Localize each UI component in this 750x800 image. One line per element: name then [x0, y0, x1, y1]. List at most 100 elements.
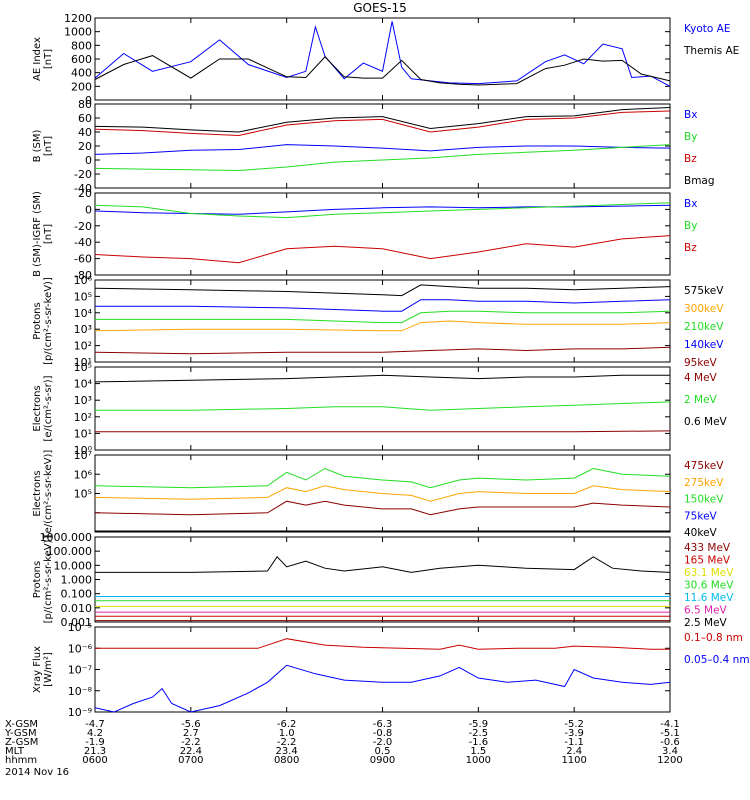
ephemeris-value: 0800: [274, 755, 299, 766]
ephemeris-row-label: hhmm: [5, 755, 37, 766]
y-tick-label: 10⁻⁵: [68, 621, 92, 634]
ephemeris-value: 1200: [657, 755, 682, 766]
y-tick-label: 200: [71, 80, 92, 93]
y-tick-label: 10⁻⁹: [68, 706, 92, 719]
ephemeris-row-label: X-GSM: [5, 719, 38, 730]
legend-entry: 165 MeV: [684, 555, 731, 567]
panel-frame: [94, 279, 671, 363]
ephemeris-value: -1.6: [469, 737, 489, 748]
ephemeris-value: -1.9: [85, 737, 105, 748]
series-line: [94, 21, 671, 87]
y-tick-label: 10¹: [74, 427, 92, 440]
ephemeris-value: -6.2: [277, 719, 297, 730]
series-line: [95, 299, 671, 312]
y-tick-label: 10⁻⁶: [68, 642, 93, 655]
legend-entry: 140keV: [684, 339, 724, 351]
ephemeris-value: -4.7: [85, 719, 105, 730]
y-tick-label: 0: [85, 94, 92, 107]
ephemeris-value: 21.3: [84, 746, 106, 757]
y-tick-label: 1.000: [61, 574, 93, 587]
series-line: [94, 55, 671, 86]
y-tick-label: -60: [74, 253, 92, 266]
ephemeris-value: 1.5: [470, 746, 486, 757]
y-axis-label: B (SM)[nT]: [32, 129, 54, 162]
legend-entry: 2 MeV: [684, 394, 718, 406]
y-tick-label: 10⁴: [74, 378, 93, 391]
ephemeris-value: 2.7: [183, 728, 199, 739]
series-line: [94, 664, 671, 713]
series-line: [94, 467, 671, 489]
y-tick-label: 10⁵: [74, 290, 92, 303]
series-line: [95, 638, 670, 650]
legend-entry: 95keV: [684, 357, 718, 369]
y-tick-label: 10⁵: [74, 488, 92, 501]
y-tick-label: -80: [74, 269, 92, 282]
series-line: [94, 500, 671, 516]
legend-entry: Bmag: [684, 175, 715, 187]
legend-entry: 4 MeV: [684, 372, 718, 384]
chart-title: GOES-15: [353, 1, 407, 15]
legend-entry: 150keV: [684, 494, 724, 506]
legend-entry: Kyoto AE: [684, 23, 730, 35]
y-tick-label: 10⁻⁷: [68, 664, 92, 677]
y-tick-label: 10²: [74, 411, 92, 424]
y-tick-label: 10²: [74, 340, 92, 353]
y-tick-label: 0.001: [61, 616, 93, 629]
y-tick-label: 20: [78, 140, 92, 153]
ephemeris-value: -2.5: [469, 728, 489, 739]
ephemeris-value: -2.2: [181, 737, 201, 748]
series-line: [94, 235, 671, 264]
series-line: [94, 107, 671, 133]
y-tick-label: 0: [85, 203, 92, 216]
legend-entry: Themis AE: [683, 45, 739, 57]
legend-entry: 575keV: [684, 285, 724, 297]
ephemeris-value: -5.1: [660, 728, 680, 739]
ephemeris-value: -0.8: [373, 728, 393, 739]
y-tick-label: 80: [78, 98, 92, 111]
series-line: [94, 346, 671, 355]
y-tick-label: 10.000: [54, 559, 93, 572]
y-tick-label: 40: [78, 126, 92, 139]
panel-xray: 10⁻⁹ 10⁻⁸ 10⁻⁷ 10⁻⁶ 10⁻⁵ Xray Flux[W/m²] 0.1–0…: [32, 621, 750, 719]
y-tick-label: -20: [74, 220, 92, 233]
ephemeris-value: -2.0: [373, 737, 393, 748]
ephemeris-value: 22.4: [180, 746, 202, 757]
legend-entry: Bx: [684, 198, 697, 210]
y-tick-label: 10⁵: [74, 361, 92, 374]
series-line: [94, 320, 671, 332]
legend-entry: 433 MeV: [684, 542, 731, 554]
legend-entry: By: [684, 220, 697, 232]
y-tick-label: 60: [78, 112, 92, 125]
series-line: [95, 430, 671, 433]
y-tick-label: 100.000: [47, 545, 93, 558]
y-tick-label: 800: [71, 39, 92, 52]
ephemeris-value: -2.2: [277, 737, 297, 748]
y-tick-label: -20: [74, 168, 92, 181]
legend-entry: 11.6 MeV: [684, 592, 734, 604]
ephemeris-row-label: Y-GSM: [4, 728, 37, 739]
legend-entry: 0.1–0.8 nm: [684, 632, 743, 644]
series-line: [95, 310, 671, 324]
series-line: [94, 485, 671, 502]
y-tick-label: 10⁻⁸: [68, 685, 93, 698]
ephemeris-value: -6.3: [373, 719, 393, 730]
legend-entry: 75keV: [684, 510, 718, 522]
ephemeris-value: -5.2: [564, 719, 584, 730]
date-label: 2014 Nov 16: [5, 767, 69, 778]
ephemeris-value: 0.5: [375, 746, 391, 757]
panel-frame: [94, 366, 671, 451]
legend-entry: By: [684, 131, 697, 143]
legend-entry: 275keV: [684, 477, 724, 489]
series-line: [94, 202, 671, 219]
y-tick-label: 600: [71, 53, 92, 66]
y-axis-label: Protons[p/(cm²-s-sr-keV)]: [32, 536, 54, 624]
panel-frame: [94, 626, 671, 713]
ephemeris-value: 0700: [178, 755, 203, 766]
legend-entry: 2.5 MeV: [684, 617, 728, 629]
y-tick-label: 400: [71, 67, 92, 80]
panel-electrons2: 10⁵ 10⁶ 10⁷ Electrons[e/(cm²-s-sr-keV)] 475k…: [32, 449, 724, 539]
y-tick-label: -40: [74, 182, 92, 195]
legend-entry: Bz: [684, 242, 697, 254]
